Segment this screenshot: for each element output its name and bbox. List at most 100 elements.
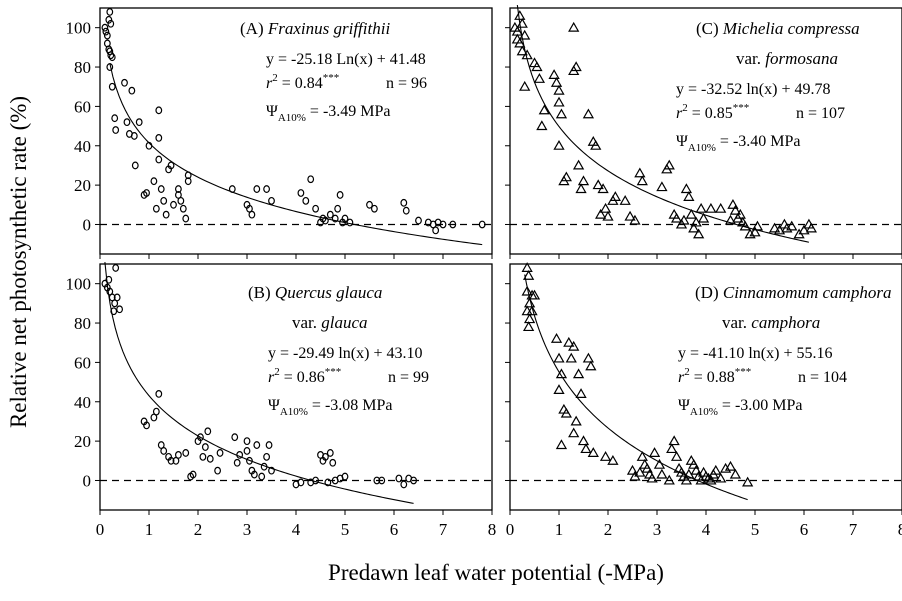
data-point [553, 139, 565, 150]
data-point [624, 210, 636, 221]
data-point [641, 462, 653, 473]
psi-a10: ΨA10% = -3.49 MPa [266, 103, 391, 124]
x-axis-title: Predawn leaf water potential (-MPa) [328, 560, 664, 585]
y-tick-label: 100 [66, 275, 92, 294]
data-point [112, 264, 120, 272]
data-point [550, 76, 563, 87]
data-point [553, 96, 565, 107]
data-point [555, 108, 568, 119]
data-point [768, 222, 781, 233]
data-point [570, 61, 582, 72]
data-point [143, 189, 150, 197]
data-point [523, 297, 536, 308]
x-tick-label: 8 [898, 520, 902, 539]
panel-b: 0 20 40 60 80 100 0 1 2 3 4 5 6 7 8 (B) Quercus glauca v… [66, 261, 496, 539]
data-point [400, 480, 408, 489]
data-point [415, 216, 422, 225]
panel-c: (C) Michelia compressa var. formosana y = … [505, 5, 902, 259]
data-point [653, 458, 666, 469]
data-point [565, 352, 577, 363]
sample-size: n = 104 [798, 369, 847, 386]
data-point [656, 468, 668, 479]
data-point [514, 37, 526, 48]
data-point [214, 466, 222, 475]
panel-title: (B) Quercus glauca [248, 283, 382, 302]
data-point [528, 57, 541, 68]
data-point [297, 189, 305, 197]
x-tick-label: 3 [653, 520, 662, 539]
data-point [742, 476, 754, 487]
x-tick-label: 1 [145, 520, 154, 539]
y-tick-label: 60 [74, 353, 91, 372]
data-point [107, 51, 115, 60]
data-point [402, 206, 410, 215]
data-point [111, 114, 119, 123]
data-point [568, 21, 580, 32]
panel-title: (A) Fraxinus griffithii [240, 19, 390, 38]
data-point [575, 388, 587, 398]
data-point [715, 472, 727, 483]
data-point [553, 84, 565, 95]
r-squared: r2 = 0.88*** [678, 366, 751, 386]
data-point [663, 159, 675, 170]
y-tick-label: 80 [74, 58, 91, 77]
data-point [553, 384, 565, 395]
data-point [685, 454, 697, 465]
data-point [395, 474, 403, 483]
data-point [263, 185, 271, 193]
data-point [378, 476, 386, 485]
data-point [516, 45, 528, 56]
data-point [719, 462, 732, 473]
data-point [268, 196, 275, 205]
data-point [199, 452, 207, 461]
data-point [636, 451, 648, 461]
data-point [700, 470, 712, 481]
data-point [619, 195, 631, 205]
data-point [177, 196, 185, 205]
data-point [548, 69, 560, 79]
data-point [570, 415, 582, 426]
data-point [516, 17, 528, 28]
data-point [297, 478, 305, 487]
x-tick-label: 0 [506, 520, 515, 539]
data-point [101, 23, 109, 32]
data-point [786, 220, 798, 231]
data-point [182, 449, 190, 457]
y-tick-label: 0 [83, 471, 92, 490]
data-point [710, 464, 722, 475]
data-point [695, 202, 707, 213]
sample-size: n = 99 [388, 369, 429, 386]
data-point [263, 452, 271, 461]
data-point [670, 212, 683, 223]
data-point [521, 285, 533, 296]
data-point [553, 352, 565, 363]
data-point [555, 368, 568, 379]
data-point [400, 198, 408, 207]
data-point [575, 183, 587, 194]
y-tick-label: 0 [83, 215, 92, 234]
data-point [152, 204, 160, 213]
data-point [751, 220, 764, 231]
data-point [312, 476, 320, 485]
data-point [106, 8, 114, 16]
data-point [519, 80, 531, 91]
data-point [523, 313, 536, 324]
panel-a: 0 20 40 60 80 100 (A) Fraxinus griffithii y = -… [66, 7, 493, 259]
x-tick-label: 1 [555, 520, 564, 539]
y-tick-label: 60 [74, 97, 91, 116]
data-point [233, 458, 241, 467]
data-point [519, 29, 531, 40]
x-tick-label: 4 [292, 520, 301, 539]
data-point [106, 63, 114, 71]
psi-a10: ΨA10% = -3.40 MPa [676, 133, 801, 154]
data-point [644, 468, 656, 479]
r-squared: r2 = 0.86*** [268, 366, 341, 386]
panel-variety: var. glauca [292, 313, 368, 332]
data-point [522, 269, 535, 280]
data-point [145, 141, 153, 150]
data-point [521, 262, 533, 272]
panel-variety: var. formosana [736, 49, 838, 68]
data-point [341, 472, 349, 481]
y-tick-label: 80 [74, 314, 91, 333]
data-point [182, 214, 190, 223]
